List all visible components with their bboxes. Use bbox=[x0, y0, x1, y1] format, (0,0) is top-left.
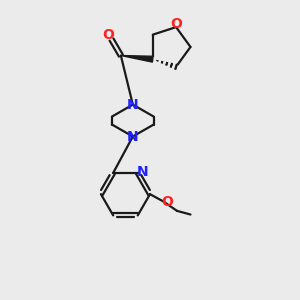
Text: O: O bbox=[162, 194, 174, 208]
Text: N: N bbox=[136, 165, 148, 179]
Text: O: O bbox=[103, 28, 115, 42]
Polygon shape bbox=[121, 56, 153, 62]
Text: O: O bbox=[171, 17, 182, 31]
Text: N: N bbox=[127, 130, 139, 143]
Text: N: N bbox=[127, 98, 139, 112]
